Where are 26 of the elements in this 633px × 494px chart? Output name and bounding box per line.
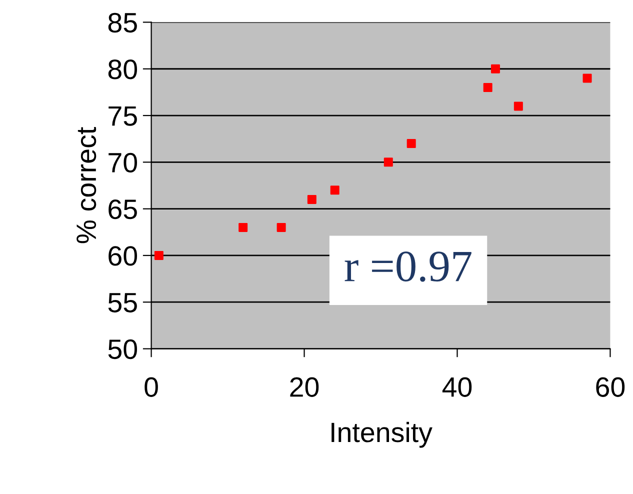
point — [154, 250, 164, 260]
point — [238, 222, 248, 232]
point — [483, 83, 492, 92]
point — [276, 222, 286, 232]
y-axis-title: % correct — [76, 127, 96, 244]
x-tick-label: 0 — [144, 377, 158, 397]
y-tick-label: 60 — [108, 246, 138, 266]
point — [406, 139, 416, 148]
y-tick-label: 80 — [108, 60, 138, 80]
annotation: r =0.97 — [344, 252, 472, 282]
y-tick-label: 65 — [108, 199, 137, 220]
x-axis-title: Intensity — [332, 422, 432, 448]
x-tick-label: 60 — [596, 377, 625, 397]
point — [490, 64, 500, 74]
y-tick-label: 55 — [108, 293, 137, 312]
y-tick-label: 85 — [108, 12, 137, 33]
y-tick-label: 50 — [108, 339, 138, 360]
point — [582, 74, 592, 83]
point — [307, 194, 316, 204]
point — [384, 158, 393, 167]
x-tick-label: 20 — [290, 377, 319, 397]
point — [330, 186, 340, 195]
point — [514, 102, 523, 111]
y-tick-label: 75 — [108, 106, 137, 126]
x-tick-label: 40 — [442, 377, 472, 397]
y-tick-label: 70 — [108, 152, 138, 173]
